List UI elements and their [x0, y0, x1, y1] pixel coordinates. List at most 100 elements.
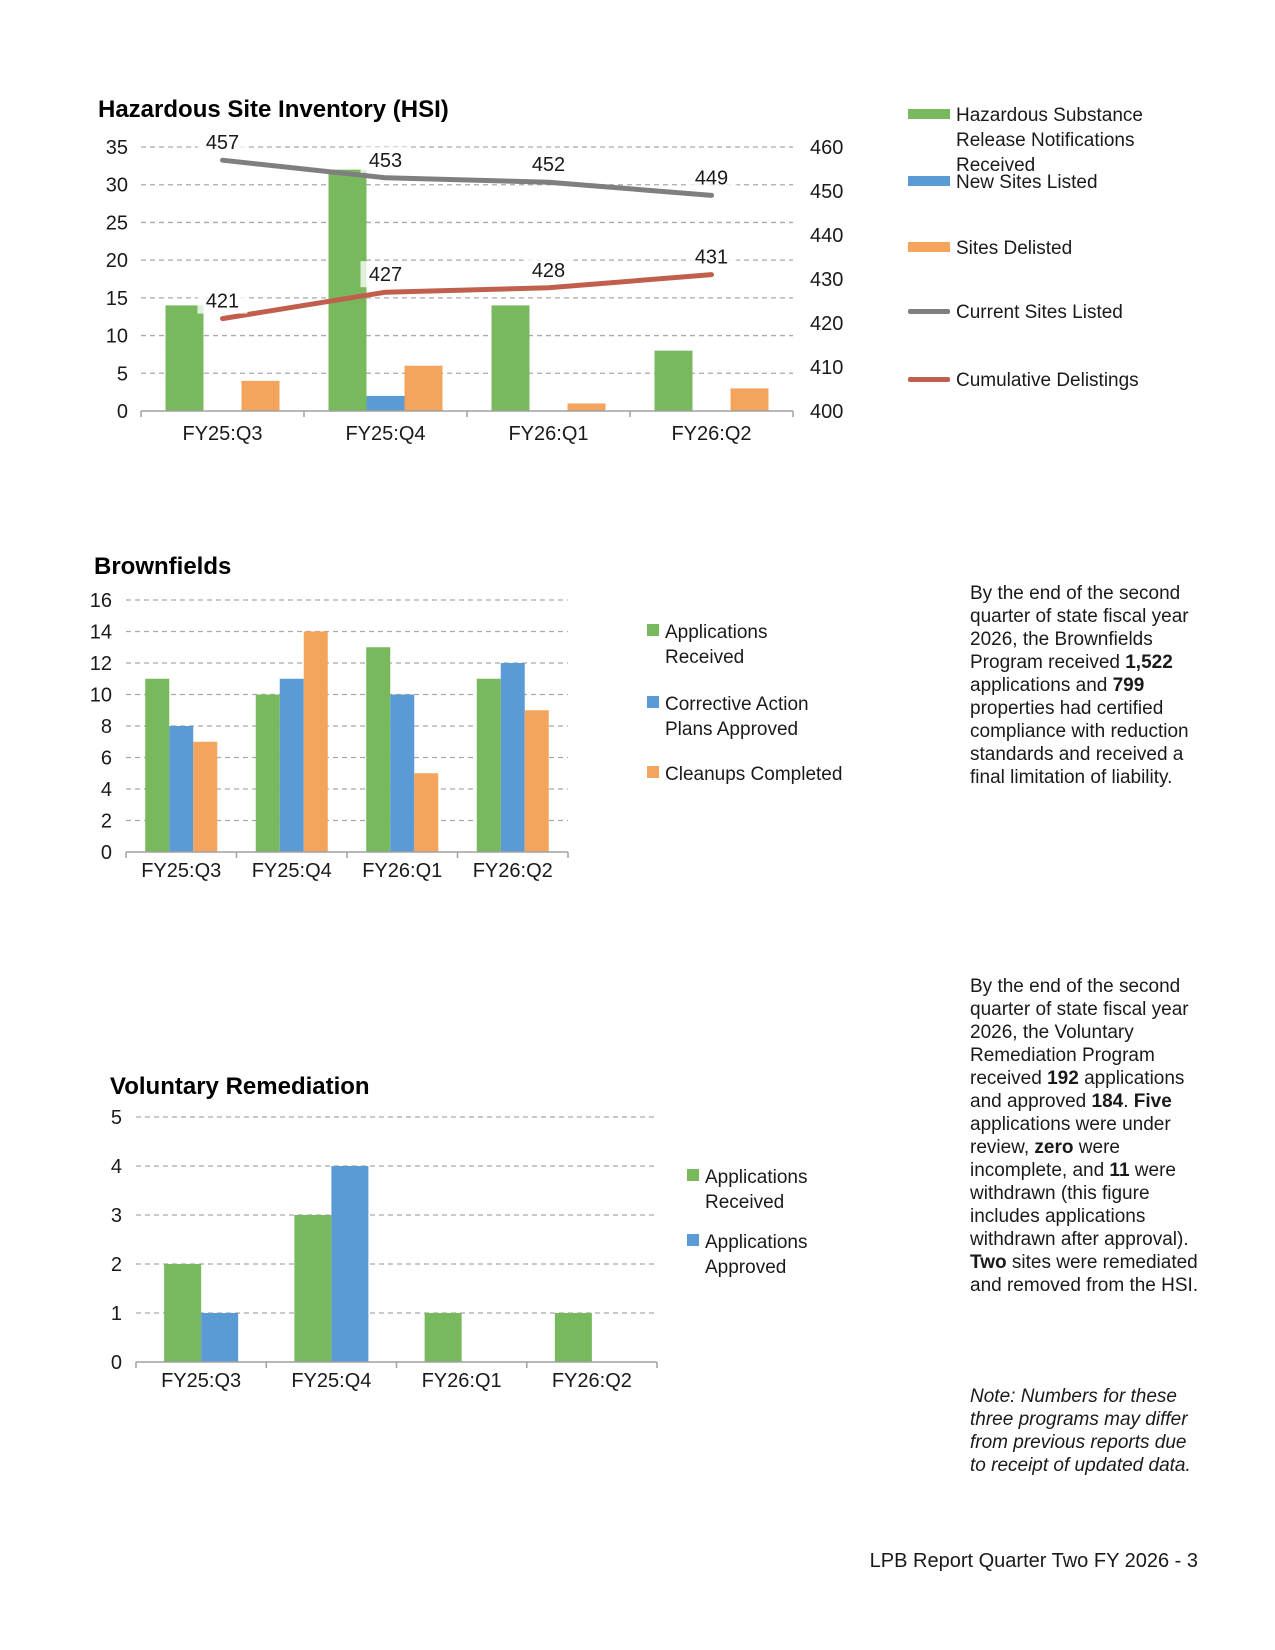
svg-text:10: 10 [106, 326, 128, 348]
bar [193, 741, 218, 852]
legend-label: Applications Received [705, 1167, 808, 1213]
bar [303, 631, 328, 852]
line-data-label: 431 [695, 247, 728, 269]
x-axis-label: FY26:Q1 [362, 860, 442, 882]
legend-label: Applications Received [665, 622, 768, 668]
svg-text:0: 0 [101, 842, 112, 864]
bar [366, 395, 405, 411]
bar [331, 1166, 369, 1362]
chart-1: 0 2 4 6 8 10 12 14 16 FY25:Q3 FY25:Q4 FY26:Q1 FY26:Q… [90, 590, 569, 882]
legend-swatch [687, 1169, 699, 1181]
svg-text:12: 12 [90, 653, 112, 675]
svg-text:20: 20 [106, 250, 128, 272]
legend-label: Applications Approved [705, 1232, 808, 1278]
svg-text:6: 6 [101, 748, 112, 770]
bar [654, 350, 693, 411]
x-axis-label: FY25:Q3 [182, 423, 262, 445]
svg-text:8: 8 [101, 716, 112, 738]
legend-label: Cumulative Delistings [956, 370, 1139, 391]
legend-swatch [908, 309, 950, 314]
svg-text:5: 5 [111, 1107, 122, 1129]
legend-item: Cleanups Completed [647, 762, 842, 787]
bar [366, 647, 391, 852]
bar [165, 305, 204, 411]
line-data-label: 453 [369, 150, 402, 172]
svg-text:440: 440 [810, 225, 843, 247]
x-axis-label: FY25:Q4 [291, 1370, 371, 1392]
bar [500, 663, 525, 852]
bar [294, 1215, 332, 1362]
legend-label: New Sites Listed [956, 172, 1098, 193]
x-axis-label: FY26:Q1 [508, 423, 588, 445]
x-axis-label: FY26:Q2 [671, 423, 751, 445]
page-footer: LPB Report Quarter Two FY 2026 - 3 [869, 1550, 1198, 1572]
line-data-label: 421 [206, 291, 239, 313]
note-text: Note: Numbers for these three programs m… [970, 1386, 1191, 1476]
svg-text:16: 16 [90, 590, 112, 612]
legend-label: Corrective Action Plans Approved [665, 694, 809, 740]
x-axis-label: FY25:Q4 [252, 860, 332, 882]
legend-item: Applications Received [647, 620, 847, 670]
line-series [220, 272, 714, 322]
svg-text:15: 15 [106, 288, 128, 310]
svg-text:2: 2 [111, 1254, 122, 1276]
bar [255, 694, 280, 852]
svg-text:3: 3 [111, 1205, 122, 1227]
bar [524, 710, 549, 852]
svg-text:30: 30 [106, 175, 128, 197]
legend-item: Sites Delisted [908, 236, 1072, 261]
chart-0: 0 5 10 15 20 25 30 35 400 410 420 430 440 450 460 457 45… [106, 129, 843, 445]
legend-item: New Sites Listed [908, 170, 1098, 195]
svg-text:460: 460 [810, 137, 843, 159]
legend-label: Cleanups Completed [665, 764, 843, 785]
line-data-label: 452 [532, 154, 565, 176]
legend-swatch [908, 377, 950, 382]
bar [201, 1313, 239, 1362]
svg-text:2: 2 [101, 811, 112, 833]
svg-text:0: 0 [111, 1352, 122, 1374]
svg-text:450: 450 [810, 181, 843, 203]
x-axis-label: FY26:Q1 [422, 1370, 502, 1392]
chart-2: 0 1 2 3 4 5 FY25:Q3 FY25:Q4 FY26:Q1 FY26:Q2 [111, 1107, 658, 1392]
legend-swatch [908, 109, 950, 119]
bar [279, 678, 304, 852]
bar [169, 726, 194, 852]
svg-text:420: 420 [810, 313, 843, 335]
x-axis-label: FY26:Q2 [473, 860, 553, 882]
legend-item: Current Sites Listed [908, 300, 1123, 325]
legend-label: Hazardous Substance Release Notification… [956, 105, 1143, 176]
svg-text:4: 4 [101, 779, 112, 801]
bar [390, 694, 415, 852]
bar [554, 1313, 592, 1362]
bar [414, 773, 439, 852]
legend-swatch [647, 766, 659, 778]
bar [491, 305, 530, 411]
legend-swatch [908, 242, 950, 252]
svg-text:430: 430 [810, 269, 843, 291]
brownfields-chart-title: Brownfields [94, 553, 232, 580]
svg-text:4: 4 [111, 1156, 122, 1178]
legend-item: Applications Approved [687, 1230, 857, 1280]
bar [567, 403, 606, 411]
svg-text:5: 5 [117, 363, 128, 385]
bar [730, 388, 769, 411]
x-axis-label: FY25:Q4 [345, 423, 425, 445]
legend-swatch [647, 696, 659, 708]
bar [404, 365, 443, 411]
voluntary-remediation-summary-text: By the end of the second quarter of stat… [970, 976, 1199, 1296]
bar [145, 678, 170, 852]
legend-item: Cumulative Delistings [908, 368, 1139, 393]
x-axis-label: FY26:Q2 [552, 1370, 632, 1392]
legend-item: Applications Received [687, 1165, 857, 1215]
line-data-label: 428 [532, 260, 565, 282]
bar [164, 1264, 202, 1362]
svg-text:410: 410 [810, 357, 843, 379]
x-axis-label: FY25:Q3 [141, 860, 221, 882]
svg-text:0: 0 [117, 401, 128, 423]
svg-text:14: 14 [90, 622, 112, 644]
bar [424, 1313, 462, 1362]
line-data-label: 457 [206, 132, 239, 154]
brownfields-summary-text: By the end of the second quarter of stat… [970, 583, 1189, 788]
